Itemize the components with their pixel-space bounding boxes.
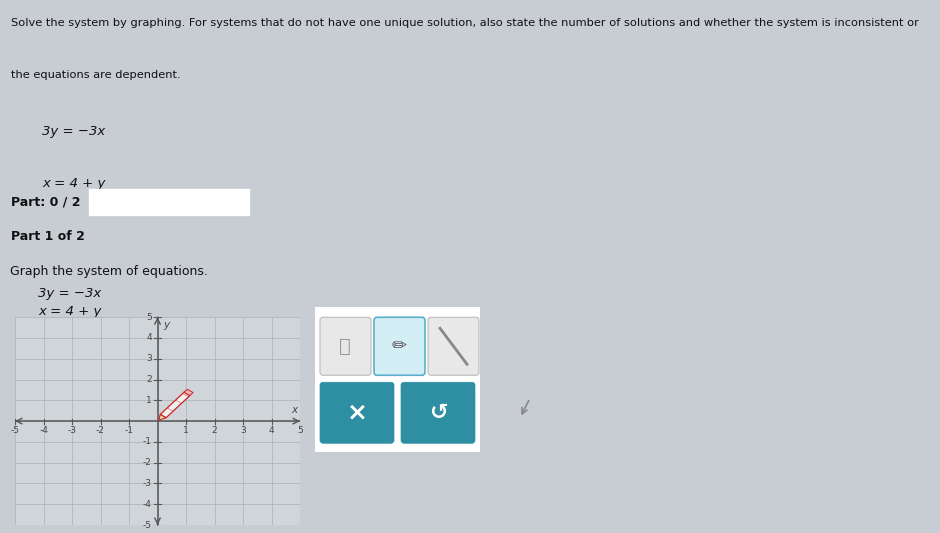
Text: Part 1 of 2: Part 1 of 2: [11, 230, 86, 243]
Text: 5: 5: [297, 426, 303, 435]
FancyBboxPatch shape: [313, 305, 482, 454]
Text: 1: 1: [146, 396, 151, 405]
Polygon shape: [159, 415, 166, 420]
Text: 3: 3: [240, 426, 246, 435]
Text: Part: 0 / 2: Part: 0 / 2: [11, 196, 81, 208]
Text: -1: -1: [143, 438, 151, 446]
Text: -4: -4: [39, 426, 48, 435]
Text: -5: -5: [10, 426, 20, 435]
Polygon shape: [160, 392, 190, 418]
Text: x: x: [291, 405, 297, 415]
FancyBboxPatch shape: [320, 317, 371, 375]
Text: 1: 1: [183, 426, 189, 435]
Text: ×: ×: [347, 401, 368, 425]
Text: -1: -1: [124, 426, 133, 435]
Text: -5: -5: [143, 521, 151, 529]
Text: -3: -3: [143, 479, 151, 488]
FancyBboxPatch shape: [401, 382, 475, 443]
Text: -2: -2: [96, 426, 105, 435]
Text: 4: 4: [269, 426, 274, 435]
Text: Graph the system of equations.: Graph the system of equations.: [10, 265, 208, 278]
Text: 5: 5: [146, 313, 151, 322]
Text: Solve the system by graphing. For systems that do not have one unique solution, : Solve the system by graphing. For system…: [11, 19, 919, 28]
Text: x = 4 + y: x = 4 + y: [42, 176, 105, 190]
Text: ↺: ↺: [429, 403, 447, 423]
Text: 3y = −3x: 3y = −3x: [42, 125, 105, 138]
Text: -2: -2: [143, 458, 151, 467]
Text: 3: 3: [146, 354, 151, 364]
FancyBboxPatch shape: [374, 317, 425, 375]
Polygon shape: [184, 389, 193, 395]
Text: y: y: [164, 320, 169, 330]
Text: x = 4 + y: x = 4 + y: [38, 305, 102, 318]
Text: ✏: ✏: [391, 337, 407, 356]
Text: ⬜: ⬜: [339, 337, 351, 356]
Text: 4: 4: [147, 334, 151, 343]
Text: 3y = −3x: 3y = −3x: [38, 287, 102, 300]
Text: 2: 2: [212, 426, 217, 435]
Text: -4: -4: [143, 500, 151, 508]
Text: 2: 2: [147, 375, 151, 384]
FancyBboxPatch shape: [428, 317, 479, 375]
Text: the equations are dependent.: the equations are dependent.: [11, 70, 180, 80]
FancyBboxPatch shape: [320, 382, 394, 443]
Text: -3: -3: [68, 426, 76, 435]
FancyBboxPatch shape: [89, 189, 249, 215]
